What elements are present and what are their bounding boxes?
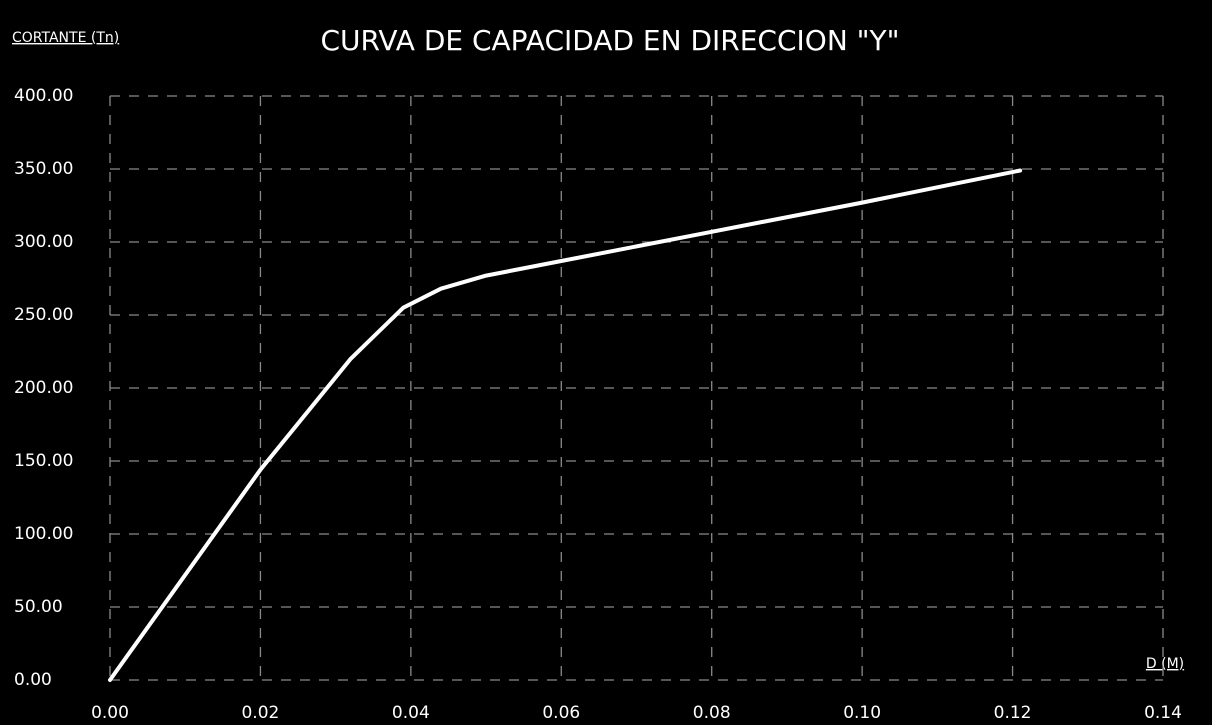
x-tick-label: 0.10 <box>843 703 881 723</box>
y-tick-label: 50.00 <box>14 597 63 617</box>
chart-title: CURVA DE CAPACIDAD EN DIRECCION "Y" <box>320 24 899 57</box>
y-axis-label: CORTANTE (Tn) <box>12 30 119 46</box>
x-tick-label: 0.04 <box>392 703 430 723</box>
x-tick-label: 0.08 <box>693 703 731 723</box>
y-tick-label: 350.00 <box>14 159 73 179</box>
x-axis-label: D (M) <box>1146 656 1184 672</box>
x-tick-label: 0.02 <box>241 703 279 723</box>
y-tick-label: 100.00 <box>14 524 73 544</box>
x-tick-label: 0.14 <box>1144 703 1182 723</box>
y-tick-label: 200.00 <box>14 378 73 398</box>
x-tick-label: 0.12 <box>994 703 1032 723</box>
y-tick-label: 300.00 <box>14 232 73 252</box>
y-tick-label: 0.00 <box>14 670 52 690</box>
y-tick-label: 150.00 <box>14 451 73 471</box>
y-tick-label: 400.00 <box>14 86 73 106</box>
y-tick-label: 250.00 <box>14 305 73 325</box>
x-tick-label: 0.06 <box>542 703 580 723</box>
data-line <box>108 168 1023 682</box>
x-tick-label: 0.00 <box>91 703 129 723</box>
